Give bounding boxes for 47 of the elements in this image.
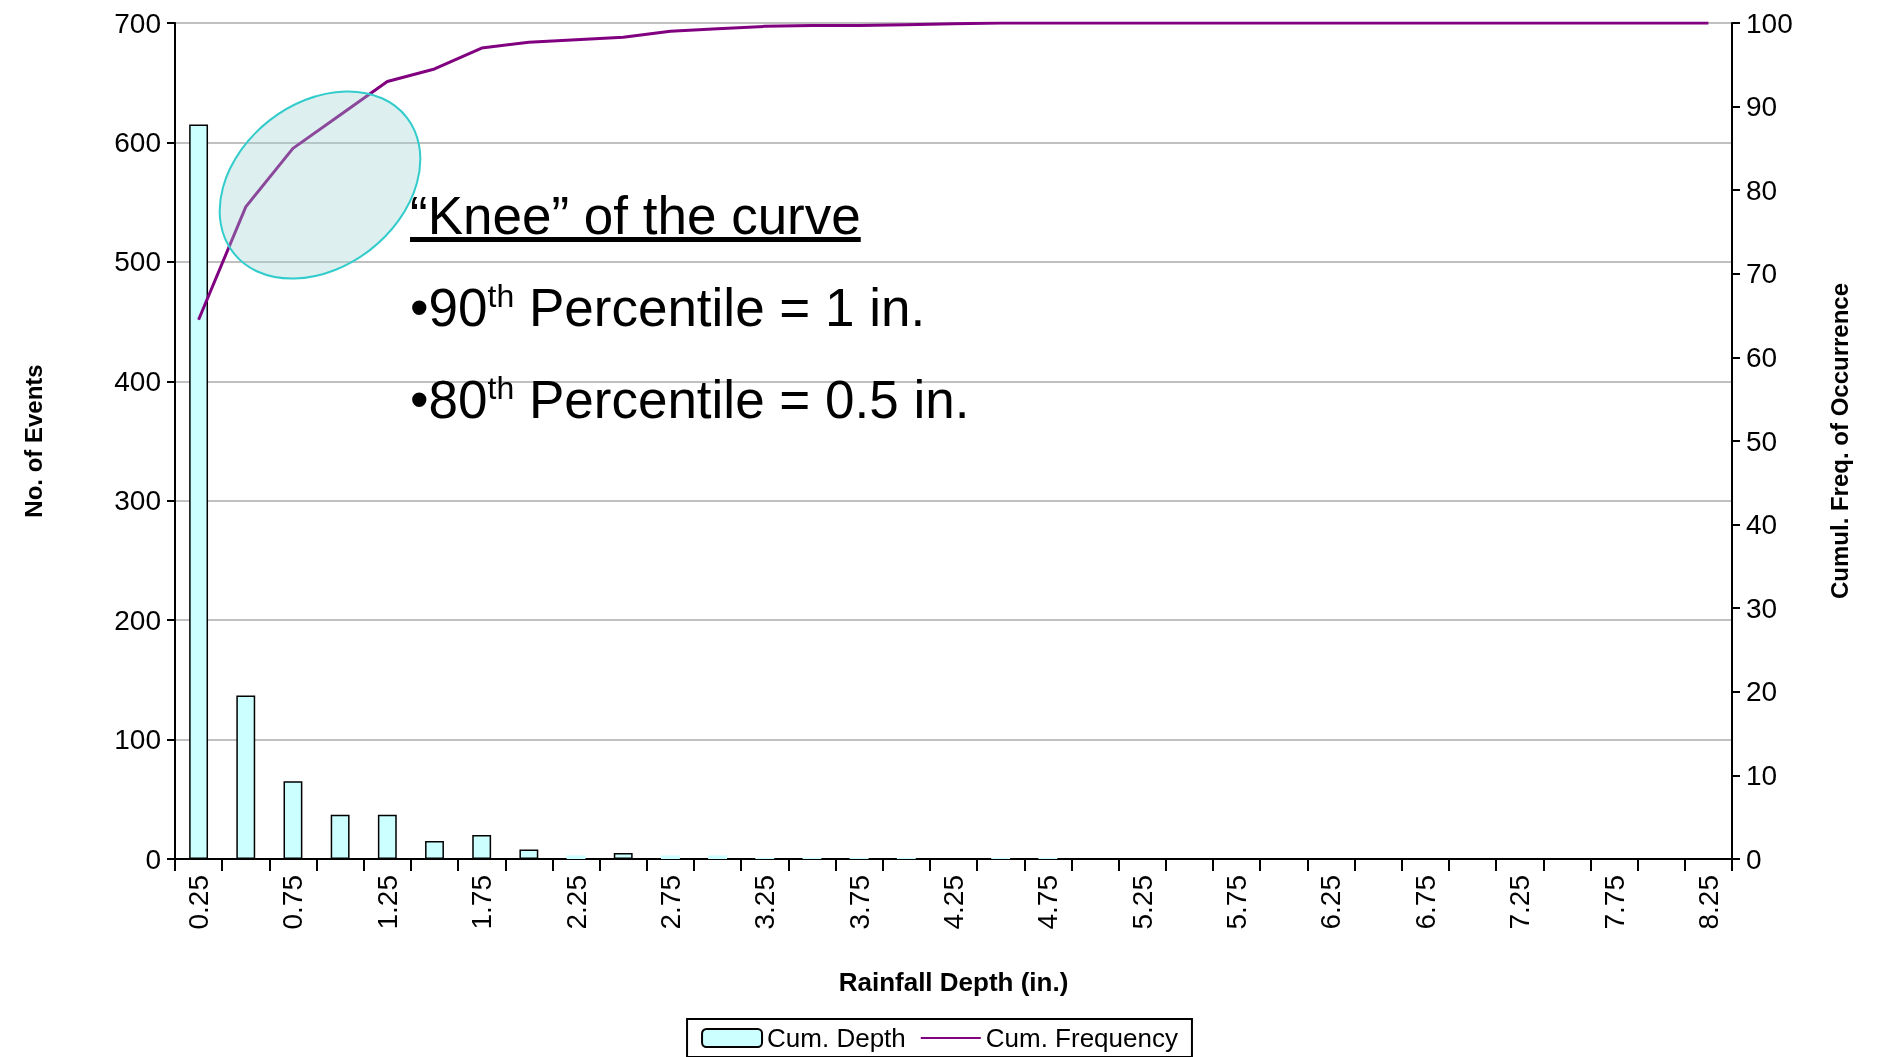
x-tick-label: 5.25 — [1126, 875, 1158, 930]
y2-axis-title: Cumul. Freq. of Occurrence — [1825, 282, 1853, 600]
legend-label: Cum. Depth — [767, 1023, 906, 1053]
y2-tick-label: 60 — [1746, 341, 1778, 373]
x-tick-label: 7.75 — [1598, 875, 1630, 930]
y2-tick-label: 20 — [1746, 676, 1778, 708]
y2-tick-label: 100 — [1746, 7, 1793, 39]
x-tick-label: 1.75 — [466, 875, 498, 930]
x-tick-label: 3.75 — [843, 875, 875, 930]
y2-tick-label: 40 — [1746, 509, 1778, 541]
x-tick-label: 2.25 — [560, 875, 592, 930]
y-tick-label: 0 — [145, 843, 161, 875]
x-tick-label: 4.25 — [938, 875, 969, 930]
y2-tick-label: 10 — [1746, 759, 1778, 791]
y-tick-label: 500 — [114, 246, 161, 278]
x-axis-title: Rainfall Depth (in.) — [838, 967, 1069, 997]
y2-tick-label: 90 — [1746, 91, 1778, 123]
y2-tick-label: 0 — [1746, 843, 1762, 875]
x-tick-label: 4.75 — [1032, 875, 1064, 930]
y2-tick-label: 30 — [1746, 592, 1778, 624]
x-tick-label: 7.25 — [1504, 875, 1536, 930]
x-tick-label: 8.25 — [1692, 875, 1724, 930]
y2-tick-label: 80 — [1746, 174, 1778, 206]
y-tick-label: 600 — [114, 126, 161, 158]
y-tick-label: 100 — [114, 724, 161, 756]
annotation: “Knee” of the curve — [410, 185, 861, 246]
annotation: •80$^{th}$ Percentile = 0.5 in. — [410, 369, 970, 430]
y-tick-label: 400 — [114, 365, 161, 397]
y-axis-title: No. of Events — [19, 364, 47, 518]
y2-tick-label: 50 — [1746, 425, 1778, 457]
legend-label: Cum. Frequency — [985, 1023, 1178, 1053]
bar — [708, 855, 728, 859]
y-tick-label: 700 — [114, 7, 161, 39]
x-tick-label: 1.25 — [371, 875, 403, 930]
x-tick-label: 5.75 — [1221, 875, 1253, 930]
x-tick-label: 6.25 — [1315, 875, 1347, 930]
y-tick-label: 300 — [114, 485, 161, 517]
x-tick-label: 3.25 — [749, 875, 781, 930]
x-tick-label: 0.75 — [277, 875, 309, 930]
bar — [660, 855, 680, 859]
x-tick-label: 0.25 — [183, 875, 215, 930]
bar — [566, 855, 586, 859]
annotation: •90$^{th}$ Percentile = 1 in. — [410, 277, 926, 338]
y-tick-label: 200 — [114, 604, 161, 636]
y2-tick-label: 70 — [1746, 258, 1778, 290]
x-tick-label: 2.75 — [654, 875, 686, 930]
x-tick-label: 6.75 — [1409, 875, 1441, 930]
